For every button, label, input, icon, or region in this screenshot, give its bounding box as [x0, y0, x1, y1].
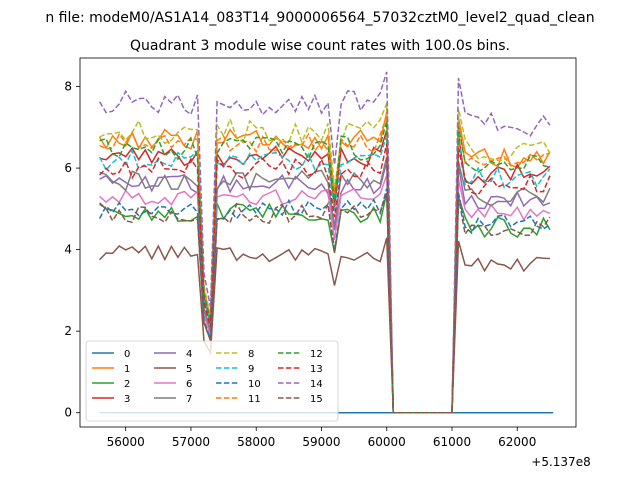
x-tick-label: 59000	[302, 435, 340, 449]
series-line-3	[99, 129, 551, 414]
series-line-15	[99, 192, 551, 414]
legend-label: 14	[310, 379, 323, 390]
legend-label: 15	[310, 394, 323, 405]
legend-label: 9	[248, 364, 254, 375]
y-tick-label: 4	[64, 243, 72, 257]
legend-label: 0	[124, 349, 130, 360]
x-tick-label: 58000	[237, 435, 275, 449]
legend-label: 7	[186, 394, 192, 405]
legend-label: 2	[124, 379, 130, 390]
chart-title: Quadrant 3 module wise count rates with …	[130, 38, 510, 54]
series-line-10	[98, 188, 551, 414]
x-tick-label: 60000	[368, 435, 406, 449]
legend-label: 5	[186, 364, 192, 375]
series-line-9	[98, 134, 551, 414]
x-tick-label: 56000	[107, 435, 145, 449]
legend-label: 13	[310, 364, 323, 375]
series-line-6	[99, 174, 551, 414]
legend-label: 10	[248, 379, 261, 390]
legend-label: 4	[186, 349, 192, 360]
series-line-11	[99, 116, 551, 414]
plot-area: 56000 57000 58000 59000 60000 61000 62000 0 2 4 6…	[64, 57, 577, 449]
x-tick-label: 57000	[172, 435, 210, 449]
figure-suptitle: n file: modeM0/AS1A14_083T14_9000006564_…	[45, 10, 594, 26]
series-line-14	[98, 71, 551, 414]
axes-frame	[79, 57, 577, 428]
x-axis: 56000 57000 58000 59000 60000 61000 62000	[107, 427, 536, 449]
series-line-12	[99, 121, 551, 414]
series-line-5	[99, 237, 550, 414]
legend-label: 11	[248, 394, 261, 405]
series-line-13	[99, 143, 551, 414]
legend-label: 1	[124, 364, 130, 375]
legend-box	[85, 340, 339, 422]
y-tick-label: 8	[64, 80, 72, 94]
series-line-7	[99, 156, 551, 414]
legend-label: 6	[186, 379, 192, 390]
legend-label: 8	[248, 349, 254, 360]
y-axis: 0 2 4 6 8	[64, 80, 80, 420]
series-layer	[98, 71, 554, 414]
legend-label: 3	[124, 394, 130, 405]
y-tick-label: 2	[64, 324, 72, 338]
series-line-8	[99, 103, 551, 414]
series-line-2	[99, 192, 551, 414]
x-offset-label: +5.137e8	[531, 455, 590, 469]
y-tick-label: 6	[64, 161, 72, 175]
y-tick-label: 0	[64, 406, 72, 420]
x-tick-label: 61000	[433, 435, 471, 449]
legend-label: 12	[310, 349, 323, 360]
series-line-4	[99, 161, 551, 414]
x-tick-label: 62000	[498, 435, 536, 449]
